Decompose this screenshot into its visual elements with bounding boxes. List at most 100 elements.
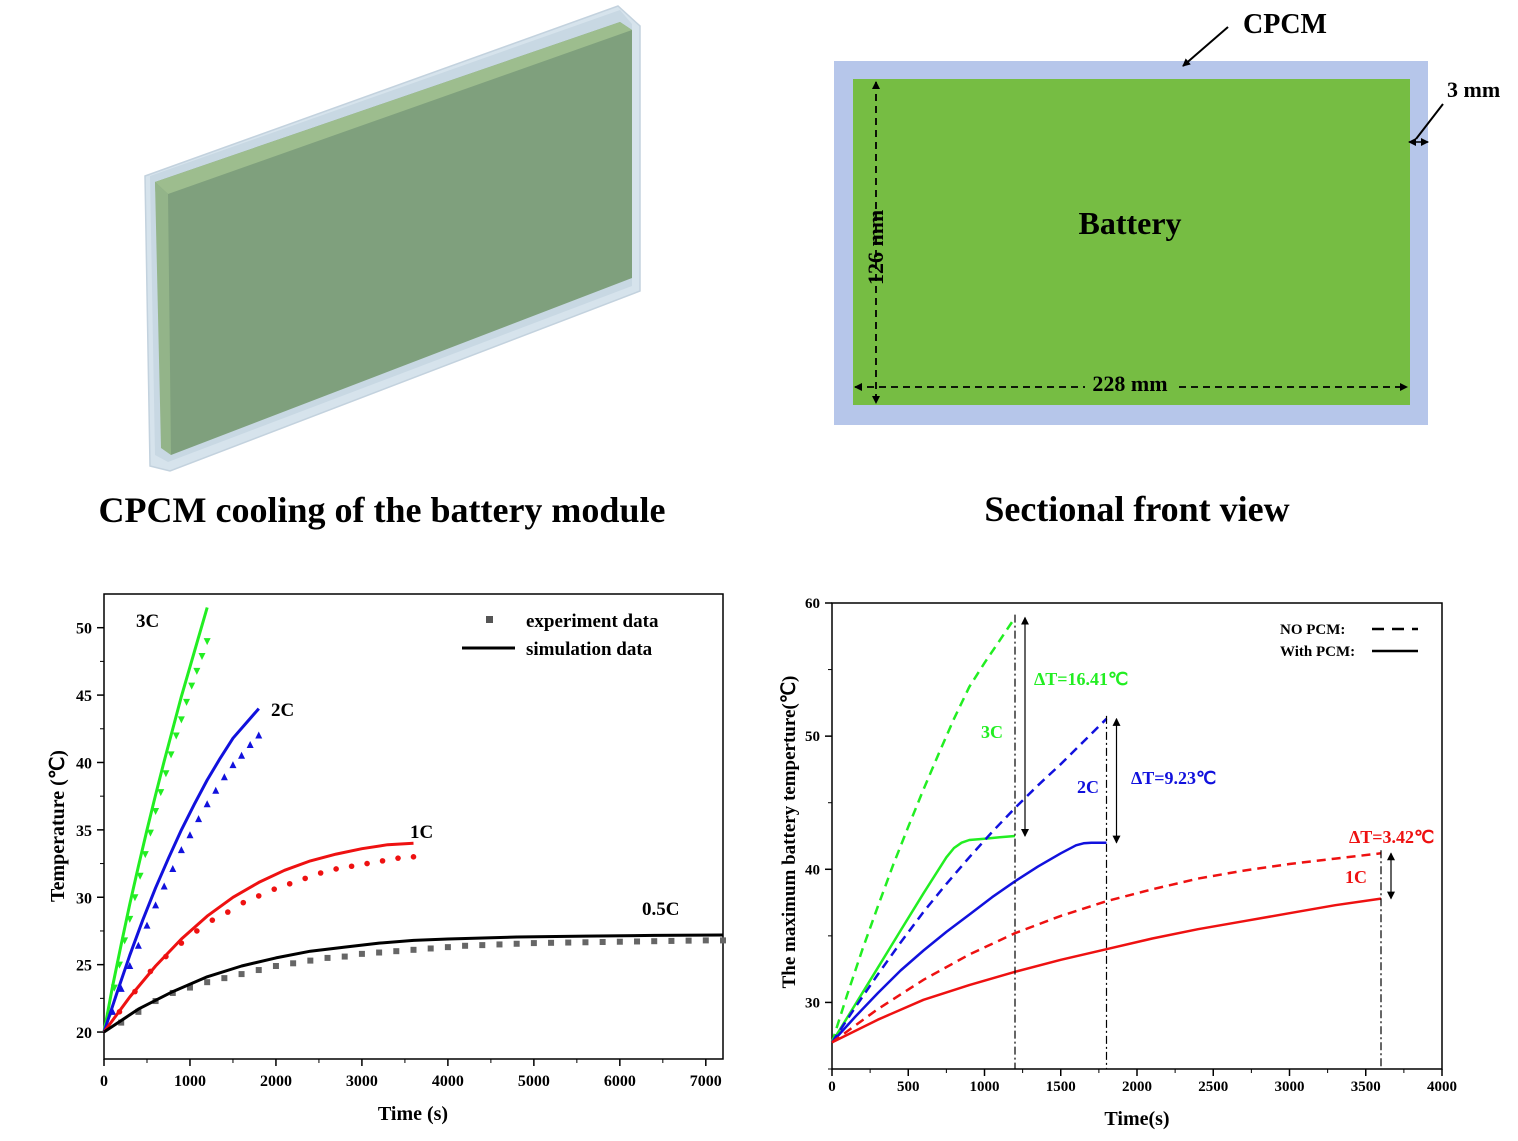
section-battery-label: Battery <box>1078 205 1181 241</box>
chart1-exp-point <box>238 751 246 759</box>
chart1-exp-point <box>203 638 211 646</box>
chart1-exp-point <box>135 1008 142 1015</box>
chart1-exp-point <box>152 901 160 909</box>
chart2-xtick-label: 2500 <box>1198 1079 1228 1095</box>
chart2-pcm-line <box>831 841 1107 1044</box>
chart1-exp-point <box>530 940 537 947</box>
chart1-exp-point <box>212 786 220 794</box>
chart1-xlabel: Time (s) <box>378 1103 448 1125</box>
chart1-exp-point <box>177 846 185 854</box>
section-width-label-bg <box>1085 372 1175 396</box>
chart1-exp-point <box>136 872 144 880</box>
chart1-exp-point <box>286 880 293 887</box>
section-thickness-label: 3 mm <box>1447 77 1500 102</box>
chart1-exp-point <box>410 854 417 860</box>
chart1-legend-exp-label: experiment data <box>526 611 659 632</box>
chart1-exp-point <box>255 731 263 739</box>
chart1-exp-point <box>177 716 185 724</box>
chart1-xtick-label: 5000 <box>518 1073 550 1090</box>
section-battery-area <box>853 79 1410 405</box>
chart1-exp-point <box>479 942 486 949</box>
section-cpcm-pointer <box>1182 26 1229 67</box>
module-battery-side-face <box>155 182 171 455</box>
chart1-exp-point <box>157 789 165 797</box>
chart2-delta-1c: ΔT=3.42℃ <box>1349 827 1434 847</box>
chart1-exp-point <box>376 949 383 956</box>
chart1-sim-line <box>102 841 414 1033</box>
chart1-exp-point <box>444 944 451 951</box>
chart1-legend-exp-marker <box>486 616 493 623</box>
chart1-sim-line <box>102 707 260 1033</box>
chart2-nopcm-line <box>830 717 1108 1044</box>
chart1-exp-point <box>238 971 245 978</box>
chart1-exp-point <box>599 939 606 946</box>
chart1-exp-point <box>255 893 262 899</box>
chart1-exp-point <box>203 800 211 808</box>
chart1-legend: experiment data simulation data <box>462 611 659 660</box>
chart1-xtick-label: 2000 <box>260 1073 292 1090</box>
chart2-nopcm-line <box>830 616 1017 1043</box>
chart1-exp-point <box>204 979 211 986</box>
chart2-label-3c: 3C <box>981 722 1003 742</box>
chart1-exp-point <box>364 860 370 867</box>
chart1-label-1c: 1C <box>410 822 433 843</box>
module-3d-panel: CPCM cooling of the battery module <box>99 5 666 530</box>
chart1-exp-point <box>134 941 142 949</box>
chart1-exp-point <box>410 946 417 953</box>
chart2-series <box>830 616 1382 1044</box>
chart2-label-1c: 1C <box>1345 867 1367 887</box>
chart1-exp-point <box>194 928 200 934</box>
chart2-nopcm-line <box>831 852 1382 1044</box>
chart1-exp-point <box>229 761 237 769</box>
chart1-exp-point <box>616 938 623 945</box>
chart1-exp-point <box>198 653 206 660</box>
section-width-label: 228 mm <box>1092 371 1167 396</box>
chart1-exp-point <box>379 858 386 864</box>
chart1-label-3c: 3C <box>136 611 159 632</box>
chart1-sim-line <box>103 933 724 1034</box>
chart1-xtick-label: 4000 <box>432 1073 464 1090</box>
chart1-exp-point <box>220 773 228 781</box>
chart1-exp-point <box>513 940 520 947</box>
section-thickness-pointer <box>1415 103 1444 140</box>
section-height-label: 126 mm <box>863 210 888 285</box>
chart1-exp-point <box>167 751 175 759</box>
chart1-exp-point <box>172 732 180 740</box>
chart1-exp-point <box>162 770 170 778</box>
module-caption: CPCM cooling of the battery module <box>99 490 666 530</box>
chart1-label-2c: 2C <box>271 700 294 721</box>
chart1-exp-point <box>548 939 555 946</box>
chart1-exp-point <box>565 939 572 946</box>
chart1-exp-point <box>146 829 154 837</box>
chart1-exp-point <box>582 939 589 946</box>
chart1-exp-point <box>324 954 331 961</box>
chart2-delta-2c: ΔT=9.23℃ <box>1131 768 1216 788</box>
chart1-exp-point <box>131 894 139 902</box>
chart1-ytick-label: 35 <box>76 823 92 840</box>
chart1-exp-point <box>395 855 401 861</box>
chart1-frame <box>103 593 724 1060</box>
chart2-xtick-label: 3000 <box>1275 1079 1305 1095</box>
chart1-exp-point <box>183 698 191 706</box>
chart2-ytick-label: 60 <box>805 596 820 612</box>
chart1-exp-point <box>651 938 658 945</box>
chart1-exp-point <box>427 945 434 952</box>
chart2-xtick-label: 0 <box>828 1079 836 1095</box>
chart2-xtick-label: 500 <box>897 1079 920 1095</box>
chart2-xtick-label: 3500 <box>1351 1079 1381 1095</box>
chart1-xtick-label: 0 <box>100 1073 108 1090</box>
chart2-delta-3c: ΔT=16.41℃ <box>1034 669 1128 689</box>
chart1-legend-sim-label: simulation data <box>526 639 653 660</box>
chart1-exp-point <box>348 863 355 870</box>
chart2-xtick-label: 4000 <box>1427 1079 1457 1095</box>
chart1-ytick-label: 50 <box>76 621 92 638</box>
chart2-legend-nopcm-label: NO PCM: <box>1280 622 1345 638</box>
chart2-legend-pcm-label: With PCM: <box>1280 644 1355 660</box>
chart1-exp-point <box>358 950 365 957</box>
chart1-exp-point <box>193 667 201 675</box>
chart1-ytick-label: 30 <box>76 890 92 907</box>
chart1-label-05c: 0.5C <box>642 899 679 920</box>
chart1-exp-point <box>271 886 278 892</box>
chart1-exp-point <box>221 975 228 982</box>
